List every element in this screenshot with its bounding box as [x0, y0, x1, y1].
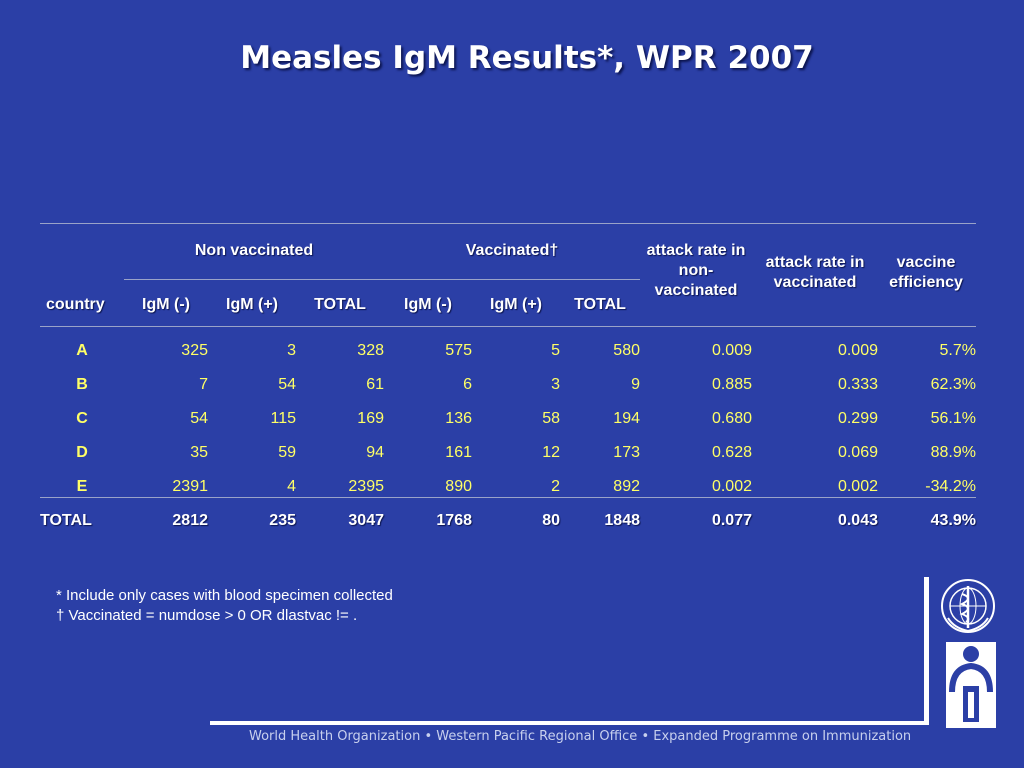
- row-nv-igm-neg: 7: [199, 376, 208, 393]
- column-header-nv-igm-pos: IgM (+): [226, 296, 278, 313]
- footnote-specimen: * Include only cases with blood specimen…: [56, 587, 393, 604]
- header-attack-rate-vaccinated: attack rate in vaccinated: [765, 254, 865, 291]
- child-immunization-logo-icon: [946, 642, 996, 728]
- row-attack-rate-vaccinated: 0.069: [837, 444, 878, 461]
- row-nv-igm-neg: 35: [190, 444, 208, 461]
- group-header-rule: [124, 279, 640, 280]
- row-nv-total: 61: [366, 376, 384, 393]
- row-v-igm-neg: 136: [445, 410, 472, 427]
- column-header-v-igm-pos: IgM (+): [490, 296, 542, 313]
- row-v-igm-pos: 5: [551, 342, 560, 359]
- row-nv-total: 2395: [348, 478, 384, 495]
- header-attack-rate-non-vaccinated: attack rate in non-vaccinated: [646, 242, 746, 299]
- row-vaccine-efficiency: 5.7%: [939, 342, 976, 359]
- body-bottom-rule: [40, 497, 976, 498]
- total-v-igm-neg: 1768: [436, 512, 472, 529]
- row-vaccine-efficiency: -34.2%: [925, 478, 976, 495]
- row-nv-igm-pos: 4: [287, 478, 296, 495]
- row-attack-rate-vaccinated: 0.009: [837, 342, 878, 359]
- frame-horizontal-line: [210, 721, 929, 725]
- row-v-igm-pos: 58: [542, 410, 560, 427]
- footnote-vaccinated-definition: † Vaccinated = numdose > 0 OR dlastvac !…: [56, 607, 358, 624]
- row-v-igm-neg: 6: [463, 376, 472, 393]
- row-nv-igm-pos: 54: [278, 376, 296, 393]
- table-top-rule: [40, 223, 976, 224]
- row-nv-total: 94: [366, 444, 384, 461]
- row-v-igm-pos: 2: [551, 478, 560, 495]
- row-country: C: [76, 410, 88, 427]
- row-v-igm-pos: 12: [542, 444, 560, 461]
- column-header-nv-total: TOTAL: [314, 296, 366, 313]
- row-attack-rate-non-vaccinated: 0.009: [711, 342, 752, 359]
- row-v-total: 9: [631, 376, 640, 393]
- row-v-igm-pos: 3: [551, 376, 560, 393]
- row-v-igm-neg: 890: [445, 478, 472, 495]
- total-attack-rate-non-vaccinated: 0.077: [711, 512, 752, 529]
- column-header-country: country: [46, 296, 105, 313]
- header-bottom-rule: [40, 326, 976, 327]
- row-nv-total: 169: [357, 410, 384, 427]
- row-v-total: 892: [613, 478, 640, 495]
- who-emblem-icon: [941, 579, 995, 633]
- row-attack-rate-non-vaccinated: 0.628: [711, 444, 752, 461]
- column-header-v-igm-neg: IgM (-): [404, 296, 452, 313]
- header-non-vaccinated: Non vaccinated: [194, 242, 314, 259]
- row-country: D: [76, 444, 88, 461]
- column-header-nv-igm-neg: IgM (-): [142, 296, 190, 313]
- row-v-total: 194: [613, 410, 640, 427]
- row-vaccine-efficiency: 62.3%: [930, 376, 976, 393]
- row-nv-total: 328: [357, 342, 384, 359]
- footer-text: World Health Organization • Western Paci…: [249, 729, 912, 744]
- total-label: TOTAL: [40, 512, 92, 529]
- header-vaccinated: Vaccinated†: [465, 242, 559, 259]
- total-v-igm-pos: 80: [542, 512, 560, 529]
- row-attack-rate-non-vaccinated: 0.002: [711, 478, 752, 495]
- row-v-total: 580: [613, 342, 640, 359]
- total-nv-igm-neg: 2812: [172, 512, 208, 529]
- row-country: B: [76, 376, 88, 393]
- slide-title: Measles IgM Results*, WPR 2007: [240, 40, 814, 76]
- row-attack-rate-non-vaccinated: 0.885: [711, 376, 752, 393]
- row-v-igm-neg: 575: [445, 342, 472, 359]
- total-nv-total: 3047: [348, 512, 384, 529]
- row-nv-igm-neg: 2391: [172, 478, 208, 495]
- row-nv-igm-neg: 54: [190, 410, 208, 427]
- row-country: E: [76, 478, 88, 495]
- row-v-igm-neg: 161: [445, 444, 472, 461]
- row-nv-igm-neg: 325: [181, 342, 208, 359]
- row-country: A: [76, 342, 88, 359]
- total-v-total: 1848: [604, 512, 640, 529]
- row-nv-igm-pos: 115: [270, 410, 296, 427]
- total-attack-rate-vaccinated: 0.043: [837, 512, 878, 529]
- total-nv-igm-pos: 235: [269, 512, 296, 529]
- row-vaccine-efficiency: 88.9%: [930, 444, 976, 461]
- row-attack-rate-non-vaccinated: 0.680: [711, 410, 752, 427]
- row-vaccine-efficiency: 56.1%: [930, 410, 976, 427]
- header-vaccine-efficiency: vaccine efficiency: [889, 254, 963, 291]
- row-nv-igm-pos: 59: [278, 444, 296, 461]
- column-header-v-total: TOTAL: [574, 296, 626, 313]
- row-attack-rate-vaccinated: 0.333: [837, 376, 878, 393]
- frame-vertical-line: [924, 577, 929, 725]
- row-attack-rate-vaccinated: 0.299: [837, 410, 878, 427]
- row-attack-rate-vaccinated: 0.002: [837, 478, 878, 495]
- total-vaccine-efficiency: 43.9%: [930, 512, 976, 529]
- row-nv-igm-pos: 3: [287, 342, 296, 359]
- row-v-total: 173: [613, 444, 640, 461]
